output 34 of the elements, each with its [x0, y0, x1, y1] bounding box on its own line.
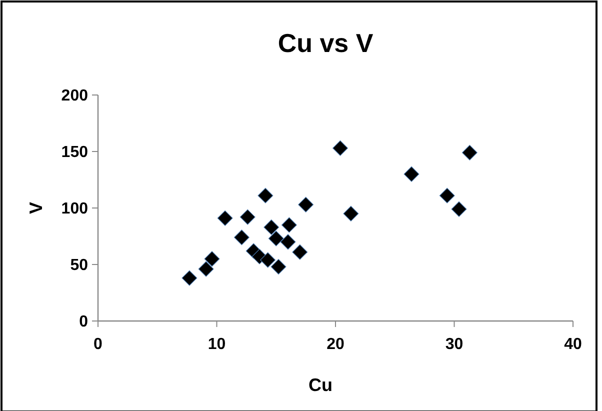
point — [439, 188, 455, 204]
x-tick-label: 40 — [564, 336, 582, 353]
x-tick-label: 10 — [208, 336, 226, 353]
y-tick-label: 150 — [61, 144, 88, 162]
point — [462, 144, 478, 160]
y-axis-title: V — [26, 202, 46, 214]
x-axis-title: Cu — [308, 375, 332, 395]
point — [258, 188, 274, 204]
point — [217, 210, 233, 226]
point — [182, 270, 198, 286]
point — [298, 196, 314, 212]
y-tick-label: 100 — [61, 200, 88, 218]
point — [332, 140, 348, 156]
point — [404, 166, 420, 182]
x-tick-label: 30 — [445, 336, 464, 353]
chart-title: Cu vs V — [278, 28, 374, 58]
y-tick-label: 200 — [61, 88, 88, 105]
point — [280, 234, 296, 250]
y-tick-label: 50 — [70, 257, 88, 274]
point — [204, 251, 220, 267]
x-tick-label: 0 — [94, 336, 103, 353]
point — [343, 206, 359, 222]
point — [451, 201, 467, 217]
point — [198, 261, 214, 277]
point — [234, 230, 250, 246]
y-tick-label: 0 — [79, 314, 88, 331]
point — [268, 230, 284, 246]
point — [270, 259, 286, 274]
x-tick-label: 20 — [326, 336, 344, 353]
point — [240, 209, 256, 225]
point — [260, 252, 276, 268]
point — [292, 244, 308, 260]
point — [264, 219, 280, 235]
point — [281, 217, 297, 233]
